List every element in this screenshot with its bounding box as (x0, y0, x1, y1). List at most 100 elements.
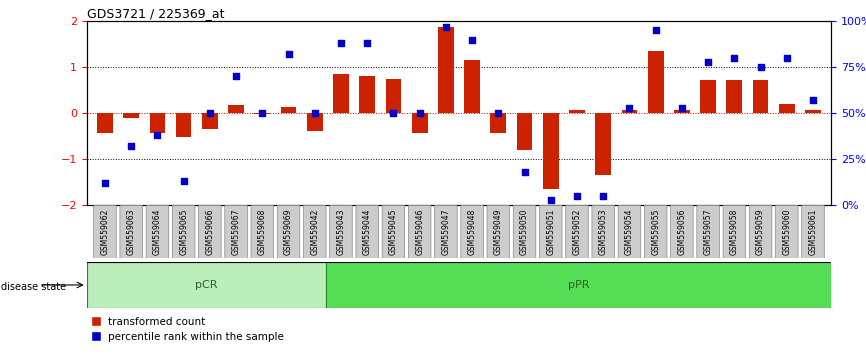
Bar (464, 61, 480, 113)
FancyBboxPatch shape (592, 205, 615, 258)
Text: GSM559043: GSM559043 (337, 209, 346, 255)
FancyBboxPatch shape (670, 205, 693, 258)
Bar (438, 27, 454, 113)
Text: pCR: pCR (195, 280, 217, 290)
Point (360, 40, 374, 46)
Text: GSM559048: GSM559048 (468, 209, 476, 255)
Text: GSM559068: GSM559068 (258, 209, 267, 255)
FancyBboxPatch shape (198, 205, 221, 258)
Bar (701, 80, 716, 113)
Bar (359, 75, 375, 113)
Text: pPR: pPR (568, 280, 590, 290)
Point (124, 144, 138, 149)
Text: GSM559050: GSM559050 (520, 209, 529, 255)
Text: GSM559046: GSM559046 (415, 209, 424, 255)
Point (597, 193, 611, 199)
Bar (150, 113, 165, 133)
Point (203, 110, 216, 116)
Text: GSM559042: GSM559042 (310, 209, 320, 255)
FancyBboxPatch shape (540, 205, 562, 258)
FancyBboxPatch shape (382, 205, 404, 258)
Text: GSM559059: GSM559059 (756, 209, 765, 255)
FancyBboxPatch shape (409, 205, 431, 258)
FancyBboxPatch shape (565, 205, 588, 258)
Text: GSM559052: GSM559052 (572, 209, 581, 255)
FancyBboxPatch shape (94, 205, 116, 258)
Point (255, 110, 269, 116)
Bar (307, 113, 323, 131)
Bar (202, 113, 217, 130)
Bar (176, 113, 191, 137)
Point (465, 37, 479, 42)
Bar (229, 105, 244, 113)
FancyBboxPatch shape (303, 205, 326, 258)
FancyBboxPatch shape (644, 205, 667, 258)
Text: GSM559051: GSM559051 (546, 209, 555, 255)
FancyBboxPatch shape (775, 205, 798, 258)
Point (151, 132, 165, 138)
Point (623, 105, 637, 110)
Text: GSM559049: GSM559049 (494, 209, 503, 255)
Bar (622, 110, 637, 113)
Bar (490, 113, 507, 133)
Bar (326, 262, 831, 308)
Point (281, 52, 295, 57)
FancyBboxPatch shape (487, 205, 509, 258)
FancyBboxPatch shape (277, 205, 300, 258)
FancyBboxPatch shape (146, 205, 169, 258)
Point (177, 178, 191, 184)
Point (518, 169, 532, 175)
Bar (333, 74, 349, 113)
Bar (517, 113, 533, 150)
FancyBboxPatch shape (618, 205, 641, 258)
Text: GSM559060: GSM559060 (782, 209, 792, 255)
Text: GSM559044: GSM559044 (363, 209, 372, 255)
Bar (87, 262, 326, 308)
Point (334, 40, 348, 46)
Bar (779, 104, 795, 113)
Bar (255, 113, 270, 114)
Text: GSM559058: GSM559058 (730, 209, 739, 255)
Point (229, 74, 243, 79)
Text: GSM559064: GSM559064 (153, 209, 162, 255)
Point (98, 181, 112, 186)
FancyBboxPatch shape (225, 205, 248, 258)
Bar (595, 113, 611, 175)
Bar (281, 107, 296, 113)
Text: GSM559062: GSM559062 (100, 209, 109, 255)
Bar (674, 110, 689, 113)
FancyBboxPatch shape (749, 205, 772, 258)
Text: disease state: disease state (1, 282, 66, 292)
Bar (753, 80, 768, 113)
Legend: transformed count, percentile rank within the sample: transformed count, percentile rank withi… (92, 317, 284, 342)
FancyBboxPatch shape (802, 205, 824, 258)
Point (491, 110, 505, 116)
Text: GSM559069: GSM559069 (284, 209, 293, 255)
Text: GSM559063: GSM559063 (126, 209, 136, 255)
Text: GSM559056: GSM559056 (677, 209, 687, 255)
Text: GSM559047: GSM559047 (442, 209, 450, 255)
Bar (411, 113, 428, 133)
Bar (385, 79, 401, 113)
Text: GDS3721 / 225369_at: GDS3721 / 225369_at (87, 7, 224, 20)
FancyBboxPatch shape (172, 205, 195, 258)
FancyBboxPatch shape (514, 205, 536, 258)
Bar (727, 80, 742, 113)
Bar (97, 113, 113, 133)
Text: GSM559066: GSM559066 (205, 209, 215, 255)
FancyBboxPatch shape (120, 205, 142, 258)
FancyBboxPatch shape (461, 205, 483, 258)
Point (649, 28, 662, 33)
Point (675, 105, 688, 110)
Point (727, 55, 741, 61)
Text: GSM559055: GSM559055 (651, 209, 660, 255)
FancyBboxPatch shape (330, 205, 352, 258)
Text: GSM559067: GSM559067 (231, 209, 241, 255)
Point (806, 98, 820, 103)
Text: GSM559053: GSM559053 (598, 209, 608, 255)
Text: GSM559061: GSM559061 (809, 209, 818, 255)
Bar (805, 110, 821, 113)
Text: GSM559054: GSM559054 (625, 209, 634, 255)
Text: GSM559045: GSM559045 (389, 209, 397, 255)
Point (570, 193, 584, 199)
